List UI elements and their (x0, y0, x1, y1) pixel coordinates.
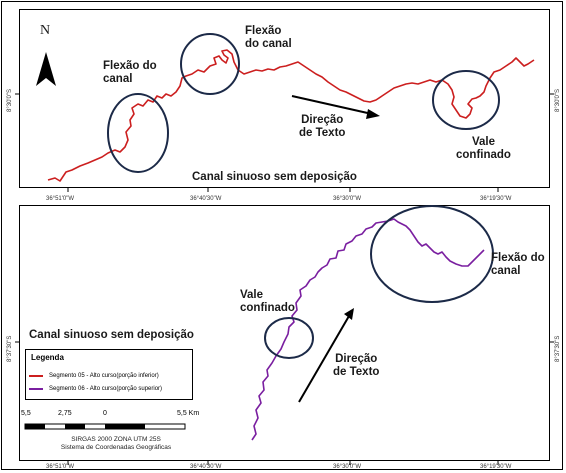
top-confined-valley-label: Vale confinado (456, 136, 511, 161)
top-lat-tick-left: 8°30'0"S (7, 88, 13, 112)
top-direction-label: Direção de Texto (299, 114, 346, 139)
direction-arrow-bottom-icon (298, 308, 354, 403)
coordinate-system-text: Sistema de Coordenadas Geográficas (60, 444, 172, 451)
direction-arrow-top-icon (291, 95, 380, 119)
bottom-caption: Canal sinuoso sem deposição (29, 329, 194, 341)
top-lon-tick-2: 36°40'30"W (190, 196, 222, 202)
legend-swatch-segment-05 (29, 374, 43, 377)
legend-title: Legenda (31, 353, 64, 362)
top-lon-tick-4: 36°19'30"W (480, 196, 512, 202)
top-lat-tick-right: 8°30'0"S (555, 88, 561, 112)
scale-label-right: 5,5 Km (177, 410, 200, 417)
legend-item-segment-05: Segmento 05 - Alto curso(porção inferior… (29, 371, 159, 380)
bottom-lon-tick-3: 36°30'0"W (333, 464, 362, 470)
bend-middle-ellipse (180, 33, 240, 95)
bend-left-ellipse (107, 93, 169, 173)
bottom-lat-tick-right: 8°37'30"S (555, 335, 561, 362)
bottom-bend-label: Flexão do canal (491, 252, 545, 277)
scale-label-zero: 0 (103, 410, 107, 417)
bottom-lon-tick-4: 36°19'30"W (480, 464, 512, 470)
bend-ellipse-bottom (370, 205, 494, 303)
segment-05-river (47, 49, 535, 182)
bottom-map-panel (19, 205, 550, 461)
top-map-panel (19, 9, 550, 188)
top-lon-tick-1: 36°51'0"W (46, 196, 75, 202)
legend-item-segment-06: Segmento 06 - Alto curso(porção superior… (29, 384, 162, 393)
confined-valley-ellipse-top (432, 70, 500, 130)
north-letter: N (40, 23, 51, 38)
top-bend-middle-label: Flexão do canal (245, 25, 292, 50)
north-arrow-icon (36, 52, 56, 86)
segment-06-river (251, 218, 485, 441)
legend-label-segment-06: Segmento 06 - Alto curso(porção superior… (49, 385, 163, 392)
bottom-lat-tick-left: 8°37'30"S (7, 335, 13, 362)
legend: Legenda Segmento 05 - Alto curso(porção … (25, 349, 193, 400)
legend-label-segment-05: Segmento 05 - Alto curso(porção inferior… (49, 372, 159, 379)
datum-text: SIRGAS 2000 ZONA UTM 25S (71, 436, 161, 443)
coordinate-system-note: SIRGAS 2000 ZONA UTM 25S Sistema de Coor… (36, 436, 196, 452)
scale-label-mid: 2,75 (58, 410, 72, 417)
top-caption: Canal sinuoso sem deposição (192, 171, 357, 183)
legend-swatch-segment-06 (29, 387, 43, 390)
bottom-lon-tick-1: 36°51'0"W (46, 464, 75, 470)
scale-bar (24, 423, 186, 430)
bottom-confined-valley-label: Vale confinado (240, 289, 295, 314)
top-lon-tick-3: 36°30'0"W (333, 196, 362, 202)
scale-label-left: 5,5 (21, 410, 31, 417)
confined-valley-ellipse-bottom (264, 317, 314, 359)
bottom-direction-label: Direção de Texto (333, 353, 380, 378)
bottom-lon-tick-2: 36°40'30"W (190, 464, 222, 470)
top-bend-left-label: Flexão do canal (103, 60, 157, 85)
